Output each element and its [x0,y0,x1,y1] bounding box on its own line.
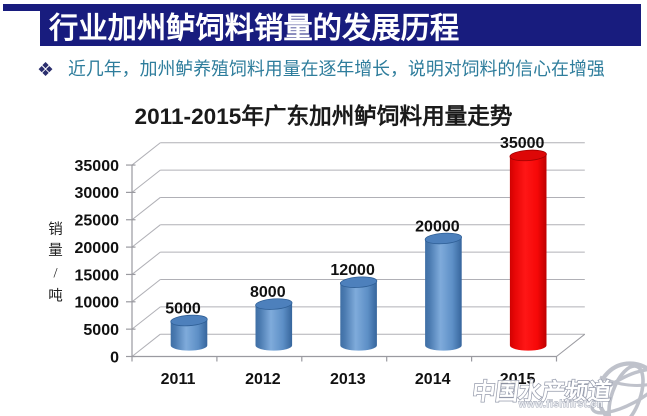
svg-text:2011: 2011 [161,371,196,388]
svg-text:www.fishfirst.cn: www.fishfirst.cn [518,399,604,410]
svg-text:销: 销 [48,221,63,238]
svg-text:8000: 8000 [250,284,286,301]
svg-text:5000: 5000 [83,322,119,339]
svg-text:15000: 15000 [75,267,120,284]
svg-text:吨: 吨 [48,288,63,305]
svg-text:0: 0 [110,349,119,366]
svg-text:20000: 20000 [75,240,120,257]
svg-text:10000: 10000 [75,295,120,312]
svg-text:30000: 30000 [75,185,120,202]
svg-text:中国水产频道: 中国水产频道 [471,379,614,405]
svg-text:20000: 20000 [415,218,460,235]
svg-text:量: 量 [48,243,63,259]
svg-text:/: / [53,266,58,282]
svg-text:2012: 2012 [245,371,281,388]
svg-text:25000: 25000 [75,213,120,230]
svg-text:12000: 12000 [330,262,375,279]
svg-text:5000: 5000 [165,300,201,317]
svg-text:2015: 2015 [500,371,536,388]
svg-text:35000: 35000 [500,135,545,152]
svg-text:35000: 35000 [75,158,120,175]
svg-text:2013: 2013 [330,371,366,388]
svg-text:2014: 2014 [415,371,451,388]
